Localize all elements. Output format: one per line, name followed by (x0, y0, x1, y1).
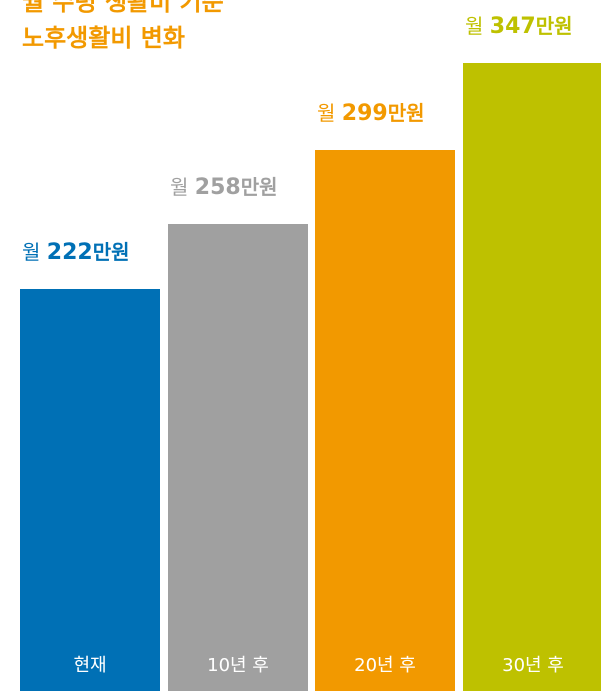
data-labels-group: 월 222만원 월 258만원 월 299만원 월 347만원 (22, 14, 573, 265)
x-tick-labels-group: 현재 10년 후 20년 후 30년 후 (73, 655, 563, 676)
x-tick-label-2: 20년 후 (354, 655, 416, 676)
bar-0 (20, 289, 160, 691)
bars-group (20, 63, 601, 691)
chart-title-line-2: 노후생활비 변화 (22, 24, 185, 52)
x-tick-label-3: 30년 후 (502, 655, 564, 676)
data-label-3: 월 347만원 (465, 14, 573, 39)
bar-2 (315, 150, 455, 691)
chart-title-line-1: 월 수령 생활비 기준 (22, 0, 224, 16)
bar-3 (463, 63, 601, 691)
data-label-1: 월 258만원 (170, 175, 278, 200)
x-tick-label-1: 10년 후 (207, 655, 269, 676)
x-tick-label-0: 현재 (73, 655, 106, 676)
data-label-2: 월 299만원 (317, 101, 425, 126)
bar-1 (168, 224, 308, 691)
chart-title: 월 수령 생활비 기준 노후생활비 변화 (22, 0, 224, 56)
data-label-0: 월 222만원 (22, 240, 130, 265)
